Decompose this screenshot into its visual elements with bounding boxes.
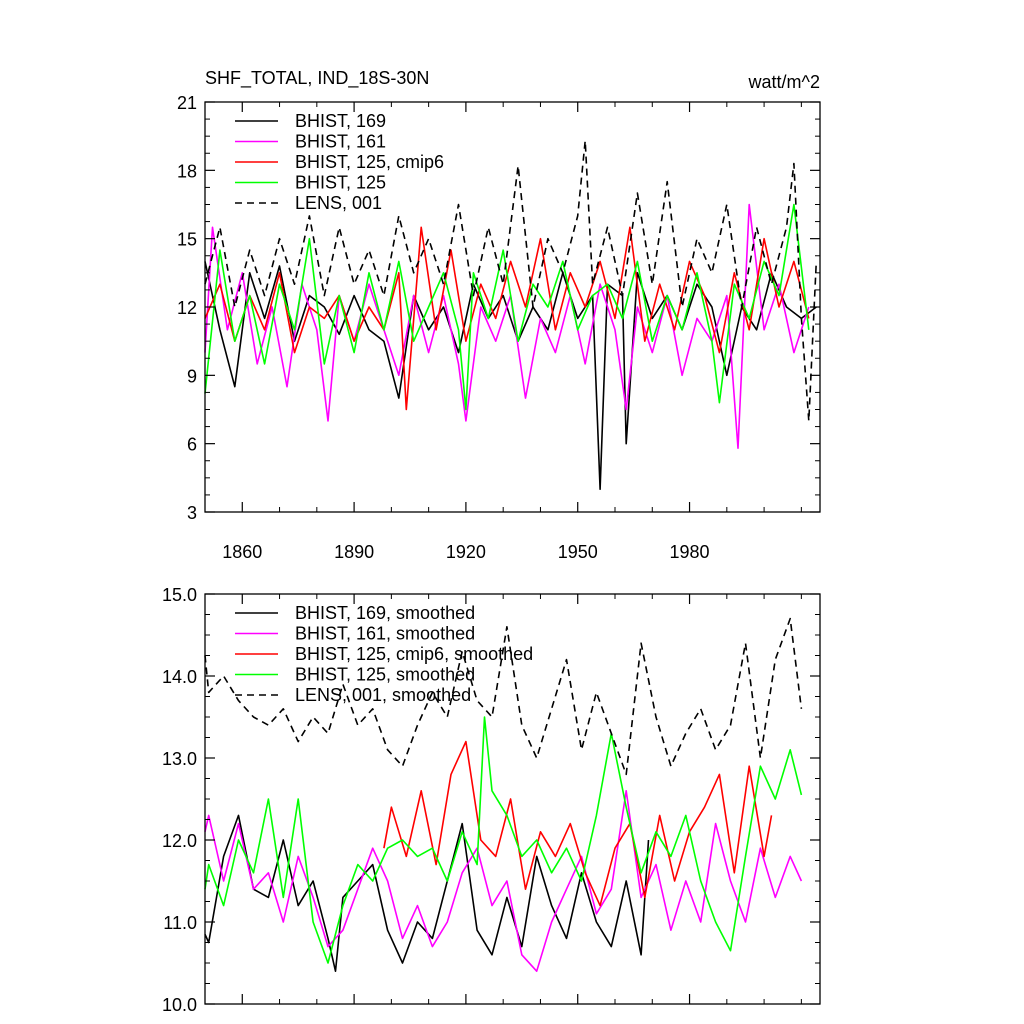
- series-line-5: [204, 617, 803, 776]
- legend-label: BHIST, 125, cmip6: [295, 152, 444, 172]
- y-tick-label: 10.0: [162, 995, 197, 1015]
- y-tick-label: 18: [177, 161, 197, 181]
- legend-label: BHIST, 125, cmip6, smoothed: [295, 644, 533, 664]
- legend-label: BHIST, 125: [295, 173, 386, 193]
- y-tick-label: 13.0: [162, 749, 197, 769]
- y-tick-label: 12: [177, 298, 197, 318]
- y-tick-label: 15.0: [162, 585, 197, 605]
- series-line-1: [204, 261, 817, 491]
- legend-label: BHIST, 125, smoothed: [295, 665, 475, 685]
- bottom-panel: 10.0 11.0 12.0 13.0 14.0 15.0 BHIST, 169, smoo…: [162, 585, 821, 1015]
- x-tick-label: 1890: [334, 542, 374, 562]
- legend-label: LENS, 001: [295, 193, 382, 213]
- y-tick-label: 9: [187, 366, 197, 386]
- x-tick-label: 1860: [222, 542, 262, 562]
- series-line-4: [204, 716, 803, 964]
- y-tick-label: 14.0: [162, 667, 197, 687]
- series-line-3: [204, 226, 810, 411]
- chart-units: watt/m^2: [748, 72, 820, 92]
- x-tick-label: 1920: [446, 542, 486, 562]
- legend-label: BHIST, 161, smoothed: [295, 624, 475, 644]
- legend-label: LENS, 001, smoothed: [295, 685, 471, 705]
- legend-label: BHIST, 161: [295, 132, 386, 152]
- y-tick-label: 15: [177, 230, 197, 250]
- y-tick-label: 3: [187, 503, 197, 523]
- chart-title: SHF_TOTAL, IND_18S-30N: [205, 68, 429, 89]
- x-tick-label: 1980: [670, 542, 710, 562]
- series-line-1: [204, 814, 650, 973]
- y-tick-label: 6: [187, 435, 197, 455]
- y-tick-label: 21: [177, 93, 197, 113]
- top-panel: 3 6 9 12 15 18 21 1860 1890 1920 1950 1980 BHIST, 16…: [177, 93, 821, 562]
- y-tick-label: 12.0: [162, 831, 197, 851]
- series-line-2: [204, 789, 803, 973]
- legend-label: BHIST, 169, smoothed: [295, 603, 475, 623]
- series-line-5: [204, 139, 818, 422]
- x-tick-label: 1950: [558, 542, 598, 562]
- legend-label: BHIST, 169: [295, 111, 386, 131]
- series-line-3: [383, 740, 773, 907]
- series-line-4: [204, 203, 810, 411]
- series-line-2: [204, 203, 810, 450]
- y-tick-label: 11.0: [163, 913, 197, 933]
